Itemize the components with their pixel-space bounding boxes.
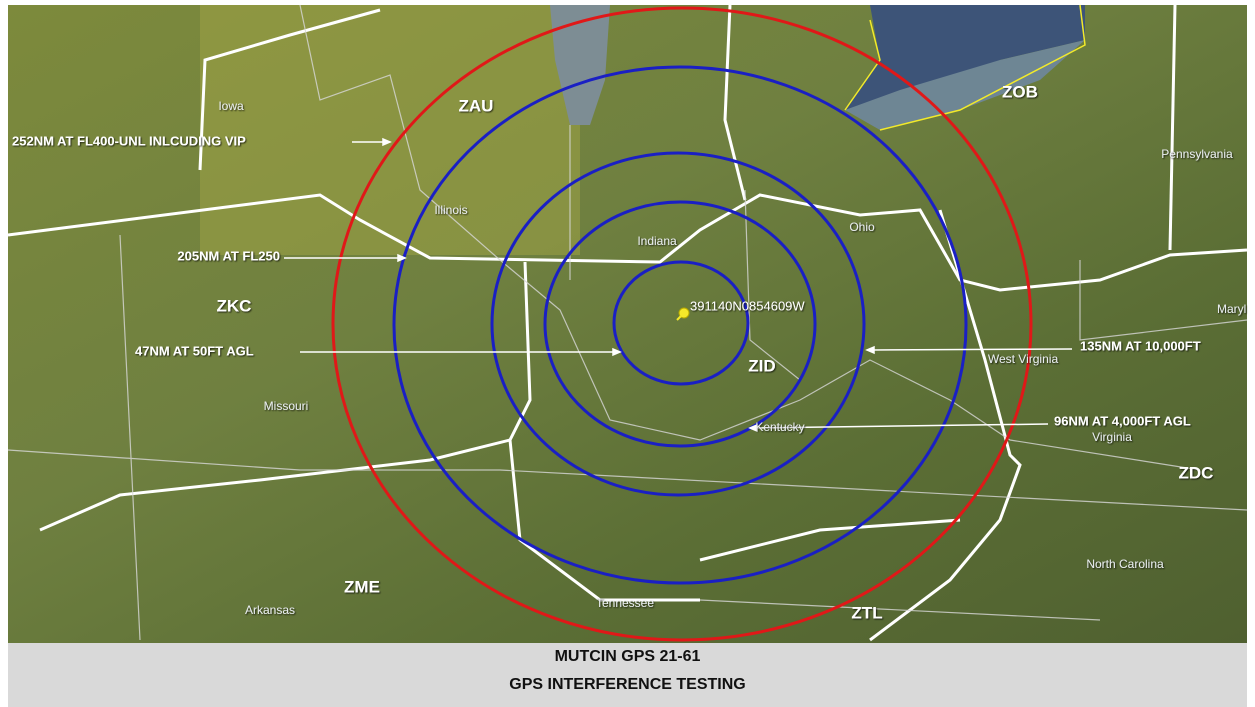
artcc-label: ZKC bbox=[217, 296, 252, 315]
ring-red bbox=[331, 6, 1033, 642]
ring bbox=[543, 200, 817, 448]
ring bbox=[490, 151, 866, 497]
artcc-label: ZDC bbox=[1179, 463, 1214, 482]
terrain bbox=[8, 5, 1247, 643]
state-label: Maryl bbox=[1217, 302, 1246, 316]
zob-boundary bbox=[844, 4, 1086, 131]
artcc-borders bbox=[7, 4, 1248, 642]
artcc-label: ZAU bbox=[459, 96, 494, 115]
state-label: Arkansas bbox=[245, 603, 295, 617]
artcc-label: ZME bbox=[344, 577, 380, 596]
ring-label: 135NM AT 10,000FT bbox=[1080, 338, 1201, 353]
ring-label: 252NM AT FL400-UNL INLCUDING VIP bbox=[12, 133, 246, 148]
state-label: West Virginia bbox=[988, 352, 1059, 366]
ring-label: 205NM AT FL250 bbox=[177, 248, 280, 263]
artcc-label: ZOB bbox=[1002, 82, 1038, 101]
ring bbox=[612, 260, 750, 386]
state-label: Pennsylvania bbox=[1161, 147, 1233, 161]
state-label: Ohio bbox=[849, 220, 875, 234]
state-label: North Carolina bbox=[1086, 557, 1164, 571]
lake-erie bbox=[845, 40, 1085, 130]
state-label: Illinois bbox=[434, 203, 467, 217]
caption-line: GPS INTERFERENCE TESTING bbox=[509, 676, 746, 693]
state-borders bbox=[7, 4, 1248, 641]
caption: MUTCIN GPS 21-61 GPS INTERFERENCE TESTIN… bbox=[8, 643, 1247, 707]
state-label: Kentucky bbox=[755, 420, 804, 434]
lake-michigan bbox=[550, 5, 610, 125]
state-label: Virginia bbox=[1092, 430, 1132, 444]
ring-label: 47NM AT 50FT AGL bbox=[135, 343, 254, 358]
center-coordinate: 391140N0854609W bbox=[690, 298, 805, 313]
state-label: Indiana bbox=[637, 234, 677, 248]
map: 252NM AT FL400-UNL INLCUDING VIP 205NM A… bbox=[7, 4, 1248, 643]
ring-label: 96NM AT 4,000FT AGL bbox=[1054, 413, 1191, 428]
arrows bbox=[284, 137, 1073, 433]
caption-line: MUTCIN GPS 21-61 bbox=[554, 648, 701, 665]
state-label: Tennessee bbox=[596, 596, 654, 610]
state-label: Missouri bbox=[264, 399, 309, 413]
ring bbox=[392, 65, 968, 585]
state-label: Iowa bbox=[218, 99, 244, 113]
artcc-label: ZTL bbox=[851, 603, 882, 622]
artcc-label: ZID bbox=[748, 356, 775, 375]
pin bbox=[676, 307, 690, 321]
